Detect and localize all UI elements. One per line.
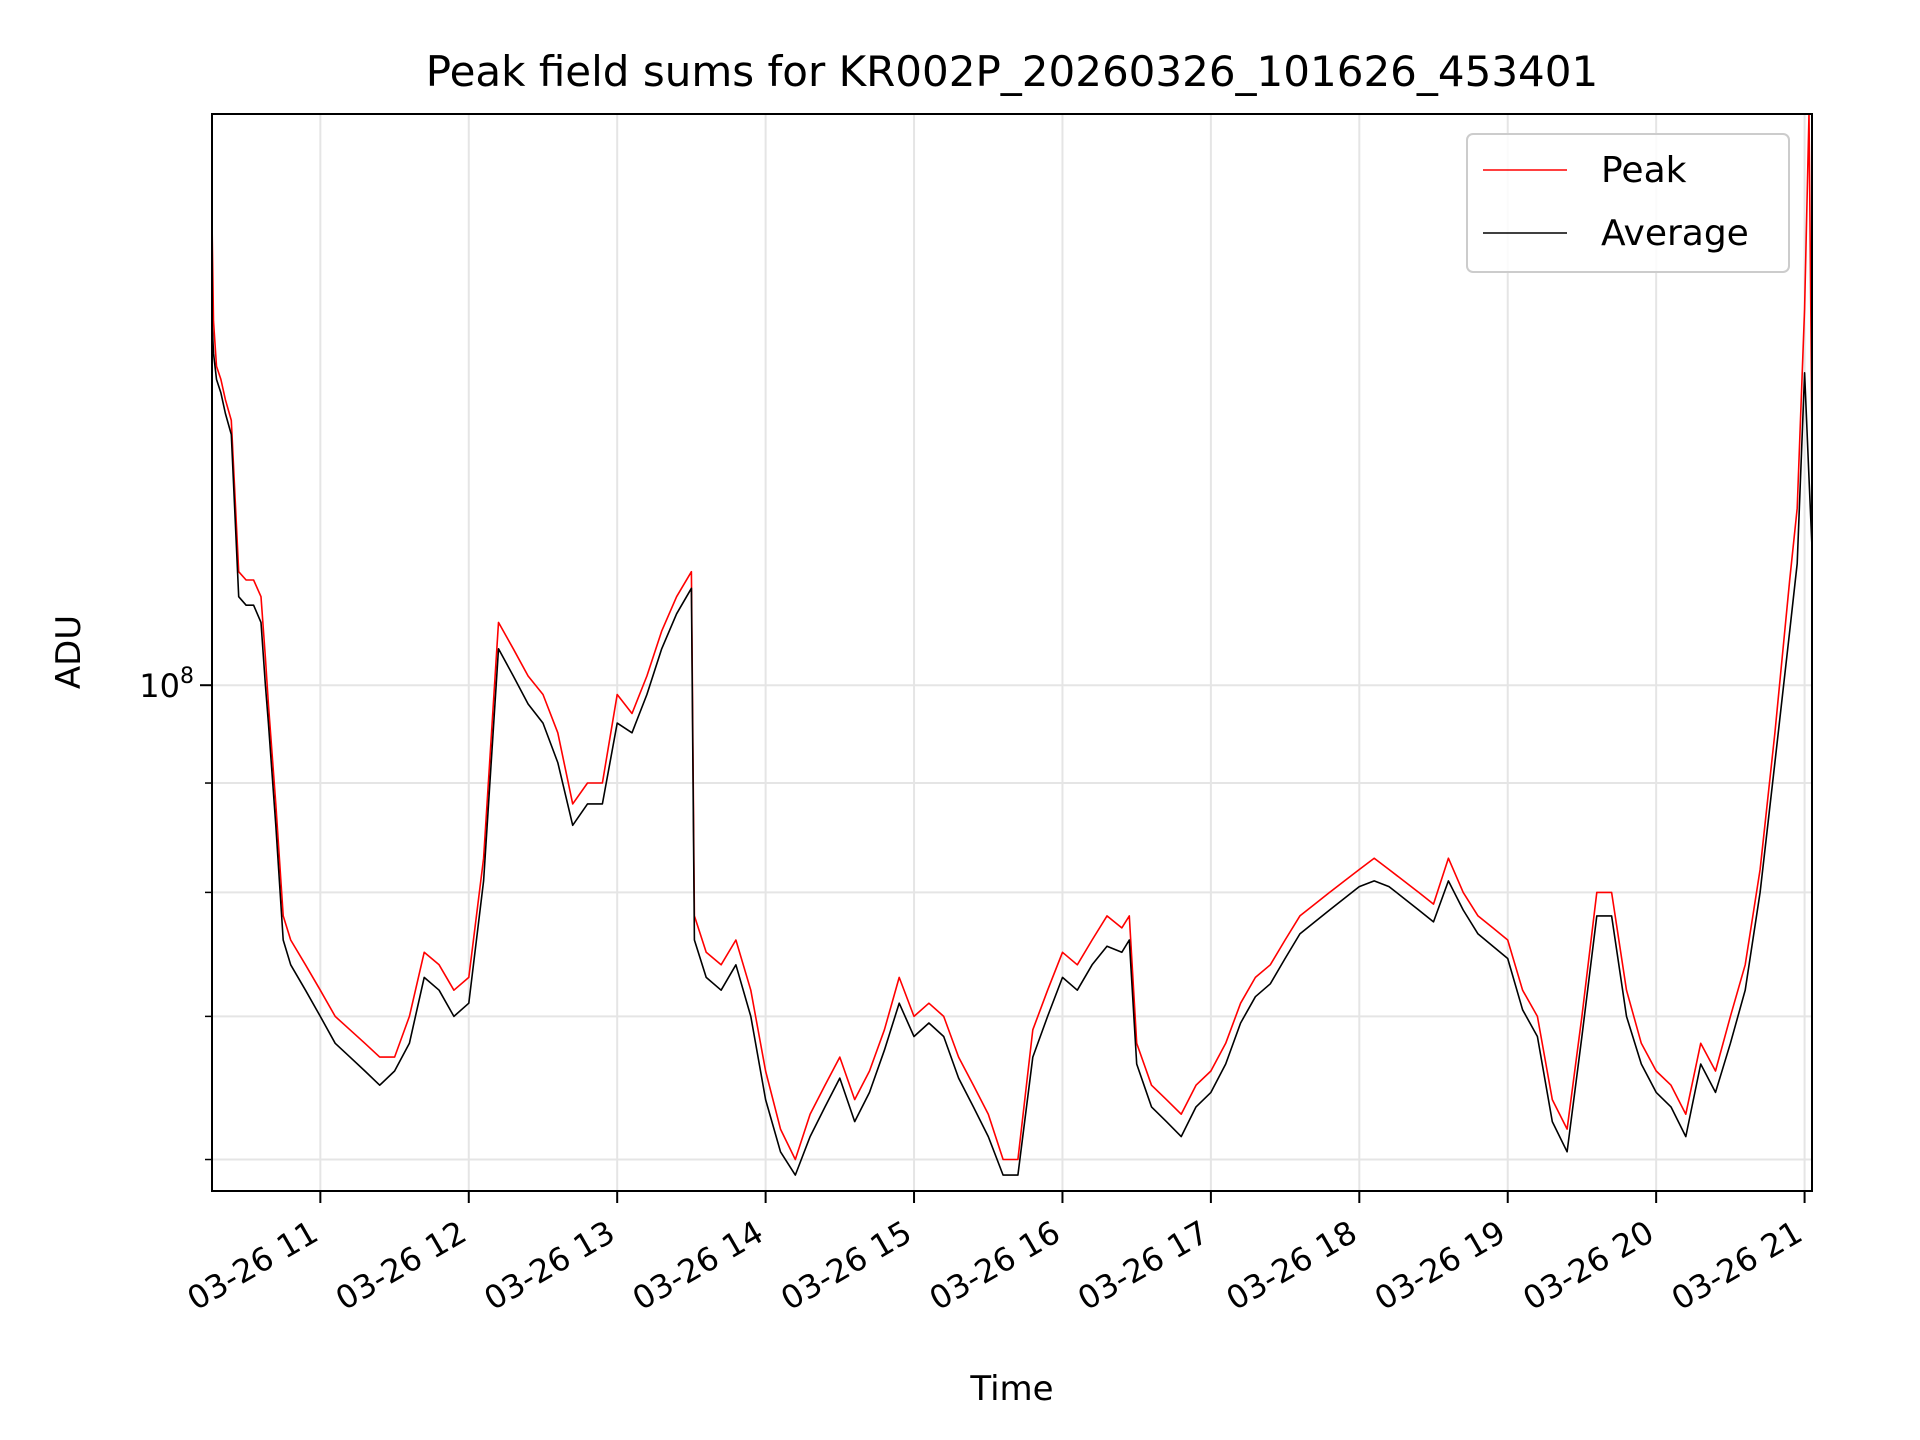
grid	[212, 114, 1812, 1191]
y-axis-title: ADU	[49, 615, 89, 689]
legend: Peak Average	[1466, 133, 1790, 273]
legend-label-peak: Peak	[1601, 150, 1687, 191]
legend-label-average: Average	[1601, 213, 1749, 254]
y-tick-label-0: 108	[139, 664, 194, 705]
series-line-average	[211, 321, 1813, 1176]
legend-box	[1466, 133, 1790, 273]
series-line-peak	[211, 113, 1813, 1161]
chart-title: Peak field sums for KR002P_20260326_1016…	[426, 47, 1598, 96]
x-axis-title: Time	[969, 1369, 1053, 1409]
series-layer	[211, 113, 1813, 1176]
plot-frame	[211, 113, 1813, 1192]
